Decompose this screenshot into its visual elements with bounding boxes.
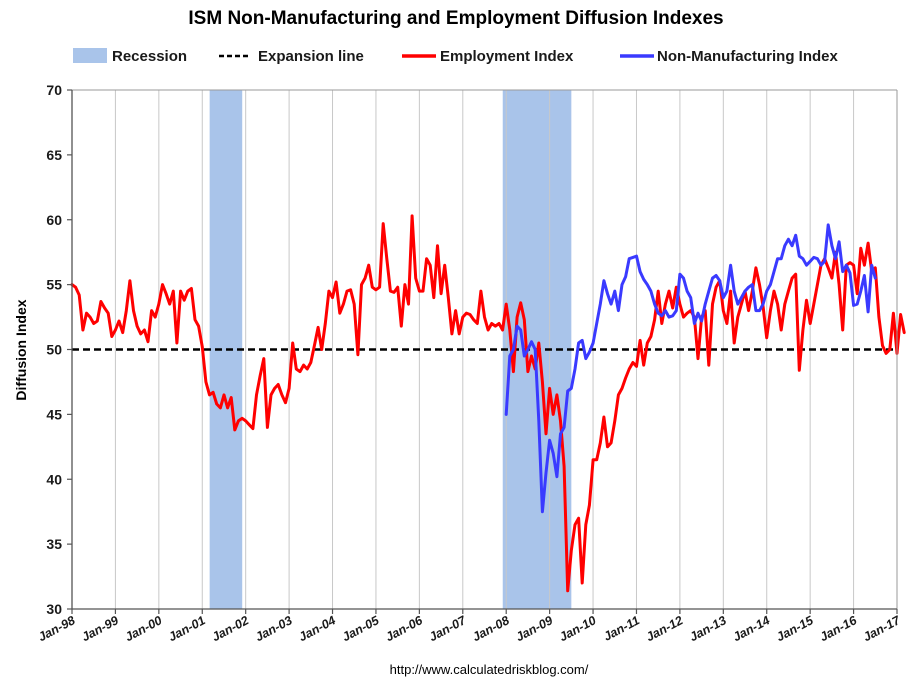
x-tick-label: Jan-08 <box>470 613 512 644</box>
source-url: http://www.calculatedriskblog.com/ <box>390 662 589 677</box>
x-tick-label: Jan-99 <box>79 613 121 644</box>
x-tick-label: Jan-13 <box>687 613 729 644</box>
y-tick-label: 40 <box>46 471 62 487</box>
x-tick-label: Jan-03 <box>253 613 295 644</box>
y-tick-label: 35 <box>46 536 62 552</box>
y-tick-label: 45 <box>46 406 62 422</box>
y-tick-label: 60 <box>46 212 62 228</box>
x-tick-label: Jan-07 <box>427 613 469 644</box>
x-tick-label: Jan-05 <box>340 613 382 644</box>
chart-title: ISM Non-Manufacturing and Employment Dif… <box>188 8 723 29</box>
y-tick-label: 30 <box>46 601 62 617</box>
x-tick-label: Jan-98 <box>36 613 78 644</box>
x-tick-label: Jan-04 <box>296 613 338 644</box>
x-tick-label: Jan-16 <box>817 613 859 644</box>
x-tick-label: Jan-10 <box>557 613 599 644</box>
x-tick-label: Jan-11 <box>601 613 642 644</box>
x-tick-label: Jan-01 <box>166 613 208 644</box>
legend-label-expansion-line: Expansion line <box>258 48 364 65</box>
x-tick-label: Jan-15 <box>774 613 816 644</box>
x-tick-label: Jan-12 <box>644 613 686 644</box>
y-tick-label: 70 <box>46 82 62 98</box>
x-tick-label: Jan-14 <box>731 613 773 644</box>
legend-label-non-manufacturing: Non-Manufacturing Index <box>657 48 838 65</box>
x-tick-label: Jan-06 <box>383 613 425 644</box>
y-tick-label: 55 <box>46 277 62 293</box>
x-tick-label: Jan-09 <box>513 613 555 644</box>
series-line-employment <box>70 214 906 593</box>
x-tick-label: Jan-00 <box>123 613 165 644</box>
legend-swatch-recession <box>73 48 107 63</box>
y-axis-label: Diffusion Index <box>13 299 29 400</box>
y-tick-label: 50 <box>46 342 62 358</box>
legend: Recession Expansion line Employment Inde… <box>73 48 838 65</box>
series-line-non-manufacturing <box>504 223 877 514</box>
y-tick-label: 65 <box>46 147 62 163</box>
legend-label-employment: Employment Index <box>440 48 574 65</box>
x-tick-label: Jan-17 <box>861 613 903 644</box>
legend-label-recession: Recession <box>112 48 187 65</box>
x-tick-label: Jan-02 <box>210 613 252 644</box>
